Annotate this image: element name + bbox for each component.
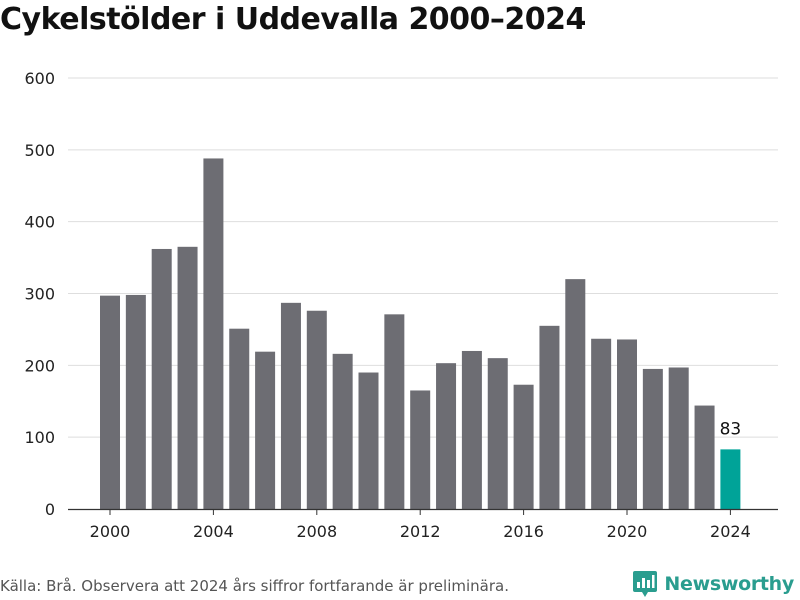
newsworthy-logo-icon (633, 571, 658, 597)
source-note: Källa: Brå. Observera att 2024 års siffr… (0, 577, 509, 595)
bar-2010 (358, 372, 379, 509)
data-labels: 83 (720, 419, 742, 439)
bar-2003 (177, 246, 198, 509)
bar-2002 (151, 248, 172, 510)
x-tick-label: 2004 (193, 522, 234, 541)
x-tick-label: 2020 (607, 522, 648, 541)
bar-2008 (306, 310, 327, 509)
axes: 0 100 200 300 400 500 600 2000 2004 2008 2012 2016 2… (24, 69, 778, 541)
y-tick-label: 0 (45, 500, 55, 519)
bar-2018 (565, 279, 586, 509)
y-tick-label: 100 (24, 428, 55, 447)
bars (100, 158, 741, 510)
x-tick-label: 2008 (296, 522, 337, 541)
y-tick-label: 400 (24, 213, 55, 232)
brand-logo: Newsworthy (632, 570, 794, 598)
brand-name: Newsworthy (664, 573, 794, 595)
bar-2013 (436, 363, 457, 509)
bar-2000 (100, 295, 120, 509)
bar-2024 (720, 449, 741, 509)
bar-2006 (255, 351, 276, 509)
bar-2014 (461, 350, 482, 509)
bar-2011 (384, 314, 405, 509)
bar-2016 (513, 384, 534, 509)
bar-2015 (487, 358, 508, 509)
bar-2020 (617, 339, 637, 509)
x-tick-label: 2024 (710, 522, 751, 541)
bar-2017 (539, 325, 560, 509)
y-tick-label: 200 (24, 356, 55, 375)
bar-2012 (410, 390, 431, 509)
x-tick-label: 2016 (503, 522, 544, 541)
y-tick-label: 300 (24, 285, 55, 304)
bar-2023 (694, 405, 715, 509)
bar-2019 (591, 338, 612, 509)
y-tick-label: 500 (24, 141, 55, 160)
bar-2009 (332, 353, 353, 509)
x-tick-label: 2012 (400, 522, 441, 541)
bar-2022 (668, 367, 689, 509)
chart-title: Cykelstölder i Uddevalla 2000–2024 (0, 2, 586, 37)
bar-2007 (280, 302, 301, 509)
data-label-2024: 83 (720, 419, 742, 439)
x-tick-label: 2000 (90, 522, 131, 541)
bar-2004 (203, 158, 224, 509)
bar-2021 (642, 368, 663, 509)
y-tick-label: 600 (24, 69, 55, 88)
bar-2001 (125, 294, 146, 509)
bar-2005 (229, 328, 250, 509)
